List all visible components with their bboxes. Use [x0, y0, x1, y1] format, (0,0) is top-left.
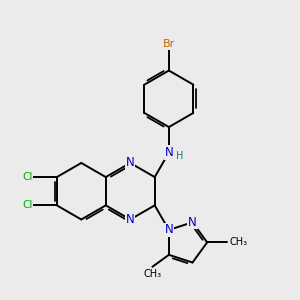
Text: N: N	[164, 224, 173, 236]
Text: N: N	[188, 216, 197, 229]
Text: CH₃: CH₃	[143, 269, 161, 279]
Text: H: H	[176, 152, 184, 161]
Text: Br: Br	[163, 39, 175, 49]
Text: N: N	[164, 224, 173, 236]
Text: CH₃: CH₃	[230, 237, 247, 248]
Text: N: N	[164, 146, 173, 159]
Text: Cl: Cl	[22, 172, 33, 182]
Text: N: N	[126, 157, 135, 169]
Text: Cl: Cl	[22, 200, 33, 210]
Text: N: N	[126, 213, 135, 226]
